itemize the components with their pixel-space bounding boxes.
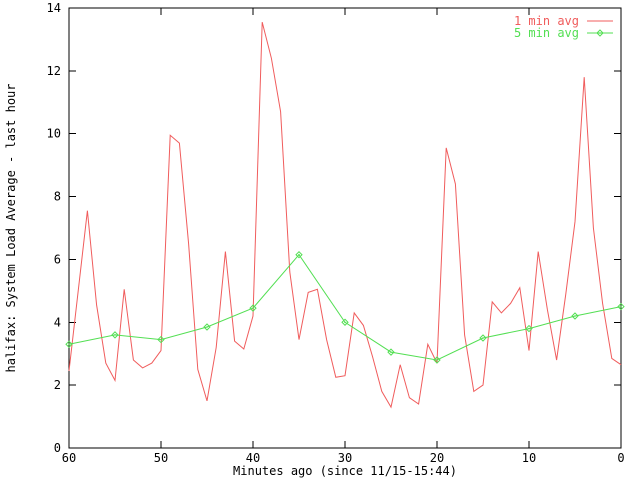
data-point-marker	[65, 340, 73, 348]
data-point-marker	[525, 324, 533, 333]
legend-label-2: 5 min avg	[514, 26, 579, 40]
x-tick-label: 40	[246, 451, 260, 465]
data-point-marker	[387, 348, 395, 356]
x-axis-title: Minutes ago (since 11/15-15:44)	[233, 464, 457, 478]
y-axis-title: halifax: System Load Average - last hour	[4, 83, 18, 373]
data-point-marker	[571, 312, 579, 320]
x-tick-label: 30	[338, 451, 352, 465]
y-tick-label: 12	[47, 64, 61, 78]
data-point-dot	[620, 305, 622, 308]
series-5-min-avg	[65, 251, 625, 364]
data-point-dot	[206, 326, 208, 328]
plot-border	[68, 7, 622, 449]
data-point-marker	[249, 304, 257, 312]
data-point-dot	[528, 327, 530, 330]
data-point-marker	[341, 318, 349, 326]
data-point-dot	[252, 307, 254, 309]
data-point-dot	[436, 359, 438, 361]
data-point-dot	[599, 32, 601, 34]
data-point-marker	[617, 302, 625, 311]
data-point-marker	[295, 251, 303, 259]
x-tick-label: 0	[617, 451, 624, 465]
data-point-dot	[298, 253, 300, 256]
x-tick-label: 20	[430, 451, 444, 465]
data-point-marker	[479, 334, 487, 342]
y-tick-label: 6	[54, 252, 61, 266]
data-point-dot	[574, 315, 576, 317]
data-point-marker	[203, 323, 211, 331]
y-tick-label: 2	[54, 378, 61, 392]
series-1-min-avg	[68, 21, 622, 409]
data-point-dot	[68, 343, 70, 346]
y-tick-label: 8	[54, 190, 61, 204]
y-tick-label: 10	[47, 127, 61, 141]
legend-label-1: 1 min avg	[514, 14, 579, 28]
data-point-dot	[390, 351, 392, 353]
data-point-dot	[344, 321, 346, 324]
y-tick-label: 0	[54, 441, 61, 455]
x-tick-label: 60	[62, 451, 76, 465]
series-line-1	[68, 21, 622, 409]
data-point-dot	[160, 338, 162, 341]
data-point-marker	[157, 335, 165, 344]
x-tick-label: 50	[154, 451, 168, 465]
data-point-dot	[482, 337, 484, 339]
series-line-2	[68, 253, 622, 361]
y-tick-label: 14	[47, 1, 61, 15]
x-tick-label: 10	[522, 451, 536, 465]
y-tick-label: 4	[54, 315, 61, 329]
data-point-marker	[596, 29, 604, 37]
data-point-dot	[114, 334, 116, 336]
data-point-marker	[433, 356, 441, 364]
data-point-marker	[111, 331, 119, 339]
